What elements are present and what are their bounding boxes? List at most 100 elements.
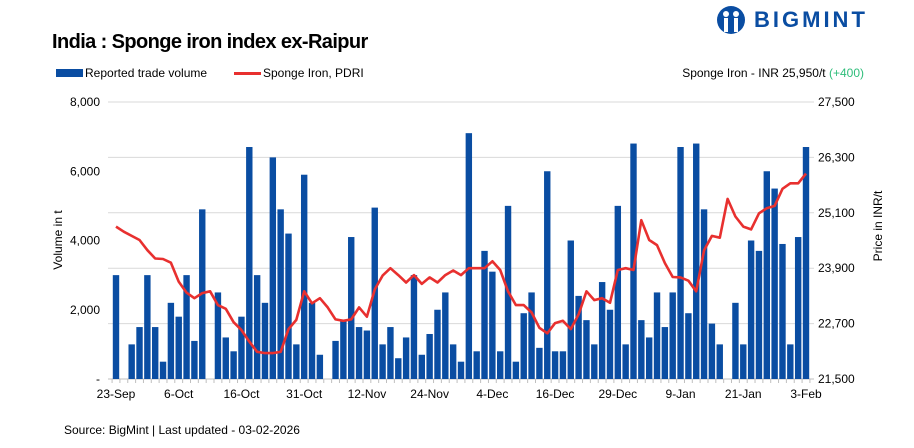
volume-bar [630,143,637,379]
volume-bar [355,327,363,379]
volume-bar [363,330,371,379]
volume-bar [489,271,496,379]
volume-bar [528,292,535,379]
volume-bar [457,361,465,379]
latest-price-label: Sponge Iron - INR 25,950/t [682,66,826,80]
y-left-tick-label: 2,000 [70,303,100,317]
x-tick-label: 16-Dec [536,387,575,401]
y-right-tick-label: 26,300 [818,150,855,164]
volume-bar [253,275,261,379]
volume-bar [183,275,190,379]
x-tick-label: 4-Dec [476,387,508,401]
volume-bar [277,209,284,379]
volume-bar [677,147,684,379]
volume-bar [653,292,661,379]
volume-bar [645,337,653,379]
x-tick-label: 16-Oct [223,387,260,401]
volume-bar [442,292,449,379]
volume-bar [402,337,410,379]
volume-bar [787,344,794,379]
volume-bar [387,327,394,379]
volume-bar [536,347,543,379]
volume-bar [340,320,347,379]
volume-bar [771,188,778,379]
y-right-axis-title: Price in INR/t [871,190,885,261]
volume-bar [128,344,135,379]
volume-bar [481,250,488,379]
volume-bar [755,250,763,379]
volume-bar [418,354,425,379]
volume-bar [410,275,418,379]
volume-bar [567,240,574,379]
bigmint-logo: BIGMINT [716,5,868,35]
chart-title: India : Sponge iron index ex-Raipur [52,31,368,53]
volume-bar [512,361,520,379]
volume-bar [747,240,755,379]
volume-bar [740,344,747,379]
x-tick-label: 6-Oct [164,387,194,401]
volume-bar [308,302,316,379]
y-right-tick-label: 25,100 [818,206,855,220]
latest-price: Sponge Iron - INR 25,950/t (+400) [682,66,864,80]
bigmint-logo-icon [717,6,745,34]
volume-bar [136,327,143,379]
y-right-tick-label: 23,900 [818,261,855,275]
latest-price-change: (+400) [828,66,864,80]
volume-bar [802,147,810,379]
volume-bar [144,275,151,379]
volume-bar [434,309,441,379]
volume-bar [716,344,723,379]
x-tick-label: 31-Oct [286,387,323,401]
volume-bar [520,313,527,379]
legend-label: Sponge Iron, PDRI [263,66,364,80]
volume-bar [167,302,175,379]
legend-item-volume: Reported trade volume [56,66,207,80]
volume-bar [551,351,559,379]
volume-bar [230,351,237,379]
volume-bar [794,237,802,379]
legend-item-price: Sponge Iron, PDRI [234,66,364,80]
volume-bar [779,243,786,379]
x-tick-label: 29-Dec [598,387,637,401]
volume-bar [473,351,480,379]
volume-bar [606,309,614,379]
volume-bar [246,147,253,379]
volume-bar [159,361,167,379]
brand-name: BIGMINT [754,7,868,32]
volume-bar [638,320,645,379]
volume-bar [348,237,355,379]
volume-bar [238,316,245,379]
volume-bar [583,320,590,379]
y-right-tick-label: 27,500 [818,95,855,109]
volume-bar [426,333,433,379]
x-tick-label: 21-Jan [725,387,762,401]
volume-bar [732,302,739,379]
volume-bar [332,340,339,379]
volume-bar [685,313,692,379]
volume-bar [261,302,269,379]
volume-bar [598,282,606,379]
volume-bar [269,157,277,379]
volume-bar [175,316,182,379]
volume-bar [222,337,229,379]
volume-bar [497,351,504,379]
x-tick-label: 9-Jan [666,387,696,401]
volume-bar [449,344,457,379]
volume-bar [700,209,708,379]
volume-bar [669,292,676,379]
volume-bar [591,344,598,379]
volume-bar [622,344,629,379]
volume-bar [214,292,222,379]
x-tick-label: 23-Sep [97,387,136,401]
volume-bar [191,340,198,379]
volume-bar [285,233,292,379]
volume-bar [395,358,402,379]
y-left-axis-title: Volume in t [51,210,65,270]
volume-bar [316,354,324,379]
source-note: Source: BigMint | Last updated - 03-02-2… [64,423,300,437]
y-left-tick-label: - [96,372,100,386]
volume-bar [575,295,582,379]
volume-bar [293,344,300,379]
legend-label: Reported trade volume [85,66,208,80]
